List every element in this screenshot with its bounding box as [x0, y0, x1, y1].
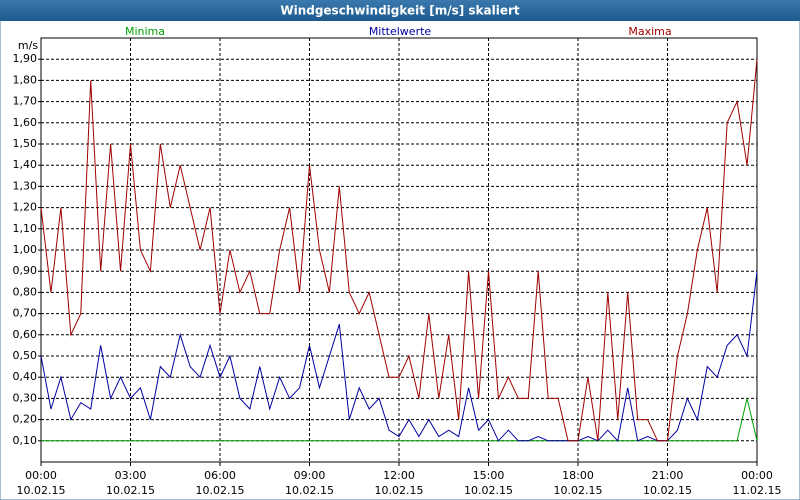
y-axis-label: m/s: [18, 39, 38, 52]
legend-label: Mittelwerte: [369, 25, 432, 38]
y-tick-label: 1,80: [13, 73, 38, 86]
y-tick-label: 0,90: [13, 264, 38, 277]
y-tick-label: 0,30: [13, 391, 38, 404]
y-tick-label: 1,20: [13, 201, 38, 214]
x-tick-label: 00:00: [25, 469, 57, 482]
y-tick-label: 0,60: [13, 328, 38, 341]
x-tick-date: 11.02.15: [733, 484, 782, 497]
x-tick-date: 10.02.15: [554, 484, 603, 497]
x-tick-date: 10.02.15: [196, 484, 245, 497]
x-tick-label: 18:00: [562, 469, 594, 482]
y-tick-label: 1,60: [13, 116, 38, 129]
series-line: [40, 271, 758, 442]
chart-title: Windgeschwindigkeit [m/s] skaliert: [280, 4, 520, 18]
x-tick-date: 10.02.15: [464, 484, 513, 497]
series-line: [40, 59, 758, 442]
x-tick-label: 21:00: [652, 469, 684, 482]
y-tick-label: 0,40: [13, 370, 38, 383]
x-tick-label: 06:00: [204, 469, 236, 482]
x-tick-label: 12:00: [383, 469, 415, 482]
y-tick-label: 1,70: [13, 95, 38, 108]
x-tick-date: 10.02.15: [375, 484, 424, 497]
x-tick-label: 15:00: [473, 469, 505, 482]
y-tick-label: 0,20: [13, 413, 38, 426]
x-tick-date: 10.02.15: [643, 484, 692, 497]
x-tick-date: 10.02.15: [17, 484, 66, 497]
y-tick-label: 0,80: [13, 285, 38, 298]
x-tick-date: 10.02.15: [106, 484, 155, 497]
y-tick-label: 0,10: [13, 434, 38, 447]
x-tick-date: 10.02.15: [285, 484, 334, 497]
y-tick-label: 1,50: [13, 137, 38, 150]
x-tick-label: 03:00: [115, 469, 147, 482]
y-tick-label: 1,00: [13, 243, 38, 256]
title-bar: [0, 0, 800, 21]
y-tick-label: 0,70: [13, 307, 38, 320]
legend-label: Minima: [125, 25, 165, 38]
x-tick-label: 00:00: [741, 469, 773, 482]
x-tick-label: 09:00: [294, 469, 326, 482]
y-tick-label: 1,10: [13, 222, 38, 235]
y-tick-label: 1,90: [13, 52, 38, 65]
y-tick-label: 1,30: [13, 179, 38, 192]
y-tick-label: 0,50: [13, 349, 38, 362]
y-tick-label: 1,40: [13, 158, 38, 171]
legend-label: Maxima: [628, 25, 671, 38]
